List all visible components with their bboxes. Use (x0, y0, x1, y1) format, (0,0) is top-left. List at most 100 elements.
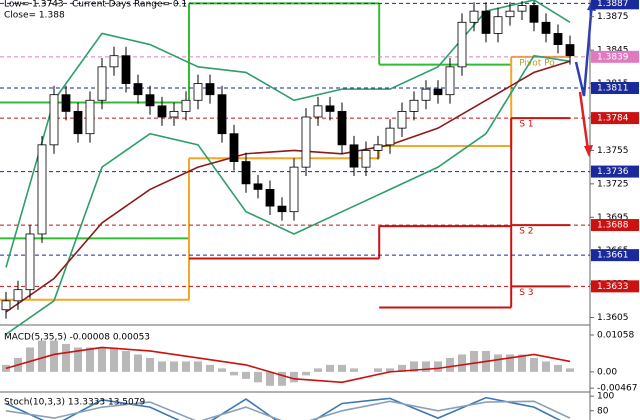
macd-bar (74, 347, 82, 372)
pivot-label: Pivot Po (519, 58, 555, 68)
level-label: 1.3688 (597, 221, 629, 231)
macd-bar (446, 357, 454, 372)
macd-bar (170, 361, 178, 372)
candle-body (205, 83, 215, 96)
y-tick-label: 1.3755 (597, 146, 629, 156)
stoch-tick-label: 100 (597, 392, 614, 402)
macd-tick-label: 0.01058 (597, 330, 634, 340)
candle-body (265, 189, 275, 207)
candle-body (229, 133, 239, 162)
macd-bar (194, 361, 202, 372)
macd-bar (158, 361, 166, 372)
macd-bar (86, 347, 94, 372)
macd-bar (242, 371, 250, 379)
candle-body (97, 66, 107, 101)
macd-bar (146, 357, 154, 372)
range-text: Current Days Range= 0.1 (72, 0, 187, 10)
macd-bar (398, 364, 406, 372)
candle-body (133, 83, 143, 96)
y-tick-label: 1.3875 (597, 12, 629, 22)
macd-bar (50, 340, 58, 372)
y-tick-label: 1.3845 (597, 46, 629, 56)
candle-body (121, 55, 131, 84)
macd-tick-label: 0.00 (597, 367, 617, 377)
candle-body (1, 300, 11, 311)
level-label: 1.3661 (597, 251, 629, 261)
candle-body (493, 16, 503, 34)
candle-body (529, 5, 539, 23)
candle-body (457, 21, 467, 68)
macd-bar (122, 350, 130, 372)
candle-body (301, 116, 311, 168)
candle-body (505, 10, 515, 18)
macd-bar (98, 347, 106, 372)
macd-bar (230, 371, 238, 376)
level-label: 1.3784 (597, 114, 629, 124)
macd-bar (38, 340, 46, 372)
arrow-head (584, 145, 593, 157)
macd-bar (26, 347, 34, 372)
pivot-label: S 3 (519, 288, 533, 298)
candle-body (361, 150, 371, 168)
forecast-arrow-up (574, 1, 594, 97)
pivot-label: S 2 (519, 227, 533, 237)
level-box (591, 165, 639, 178)
macd-bar (458, 354, 466, 372)
y-tick-label: 1.3725 (597, 179, 629, 189)
candle-body (313, 105, 323, 118)
macd-bar (218, 368, 226, 372)
y-tick-label: 1.3605 (597, 313, 629, 323)
candle-body (109, 55, 119, 68)
macd-bar (62, 343, 70, 372)
level-label: 1.3633 (597, 282, 629, 292)
level-box (591, 112, 639, 125)
stoch-line (5, 396, 562, 420)
macd-bar (302, 371, 310, 376)
macd-bar (182, 361, 190, 372)
candle-body (241, 161, 251, 185)
candle-body (397, 111, 407, 129)
level-box (591, 280, 639, 293)
candle-body (373, 144, 383, 151)
macd-bar (314, 368, 322, 372)
candle-body (421, 88, 431, 101)
macd-bar (542, 361, 550, 372)
macd-bar (410, 361, 418, 372)
candle-body (553, 33, 563, 45)
level-label: 1.3736 (597, 167, 629, 177)
candle-body (541, 21, 551, 34)
macd-bar (110, 347, 118, 372)
candle-body (157, 105, 167, 118)
candle-body (73, 111, 83, 135)
macd-bar (494, 354, 502, 372)
stoch-title: Stoch(10,3,3) 13.3333 13.5079 (4, 398, 145, 408)
stoch-tick-label: 80 (597, 406, 609, 416)
macd-bar (554, 364, 562, 372)
candle-body (37, 144, 47, 235)
indicator-line (5, 54, 571, 335)
candle-body (277, 205, 287, 213)
macd-bar (530, 357, 538, 372)
candle-body (145, 94, 155, 107)
candle-body (565, 44, 575, 57)
macd-bar (134, 354, 142, 372)
macd-bar (326, 364, 334, 372)
candle-body (169, 111, 179, 118)
macd-signal (5, 346, 571, 384)
indicator-line (5, 60, 571, 313)
level-label: 1.3839 (597, 52, 629, 62)
macd-bar (254, 371, 262, 383)
macd-bar (290, 371, 298, 383)
macd-bar (434, 361, 442, 372)
candle-body (25, 233, 35, 291)
candle-body (61, 94, 71, 112)
candle-body (181, 99, 191, 112)
macd-bar (422, 361, 430, 372)
level-label: 1.3887 (597, 0, 629, 9)
macd-bar (206, 364, 214, 372)
candle-body (217, 94, 227, 135)
candle-body (517, 5, 527, 12)
candle-body (85, 99, 95, 135)
macd-bar (506, 354, 514, 372)
macd-bar (338, 364, 346, 372)
